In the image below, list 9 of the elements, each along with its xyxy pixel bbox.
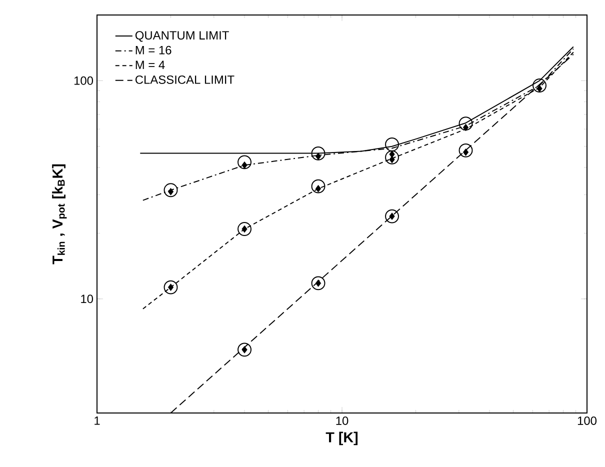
y-axis-title: T$_{kin}$ , V$_{pot}$ [k$_{B}$K] — [52, 164, 67, 264]
x-axis-title: T [K] — [326, 432, 358, 446]
legend-label: M = 4 — [136, 60, 165, 69]
x-tick-label: 1 — [94, 416, 100, 425]
legend-label: CLASSICAL LIMIT — [136, 75, 234, 84]
x-tick-label: 10 — [336, 416, 348, 425]
legend-label: M = 16 — [136, 46, 172, 54]
x-tick-label: 100 — [578, 416, 597, 425]
legend-label: QUANTUM LIMIT — [135, 31, 229, 42]
